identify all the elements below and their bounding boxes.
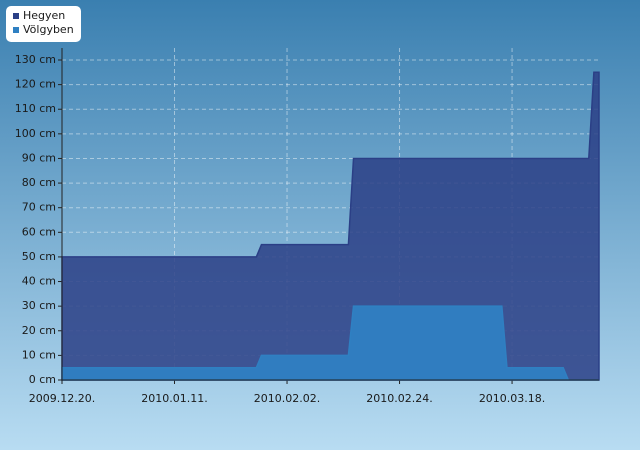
x-tick-label: 2010.02.02. bbox=[254, 392, 320, 405]
y-tick-label: 20 cm bbox=[22, 324, 56, 337]
legend-swatch bbox=[13, 13, 19, 19]
legend: Hegyen Völgyben bbox=[6, 6, 81, 42]
y-tick-label: 0 cm bbox=[29, 373, 56, 386]
y-tick-label: 10 cm bbox=[22, 348, 56, 361]
y-tick-label: 80 cm bbox=[22, 176, 56, 189]
y-tick-label: 130 cm bbox=[15, 53, 56, 66]
y-tick-label: 100 cm bbox=[15, 127, 56, 140]
legend-label: Völgyben bbox=[23, 23, 74, 36]
legend-box bbox=[6, 6, 81, 42]
y-tick-label: 50 cm bbox=[22, 250, 56, 263]
x-tick-label: 2010.01.11. bbox=[141, 392, 207, 405]
x-tick-label: 2010.02.24. bbox=[366, 392, 432, 405]
area bbox=[61, 71, 600, 381]
legend-label: Hegyen bbox=[23, 9, 65, 22]
y-tick-label: 30 cm bbox=[22, 299, 56, 312]
y-tick-label: 70 cm bbox=[22, 201, 56, 214]
y-tick-label: 110 cm bbox=[15, 102, 56, 115]
x-tick-label: 2010.03.18. bbox=[479, 392, 545, 405]
x-tick-label: 2009.12.20. bbox=[29, 392, 95, 405]
y-tick-label: 90 cm bbox=[22, 151, 56, 164]
legend-swatch bbox=[13, 27, 19, 33]
y-tick-label: 60 cm bbox=[22, 225, 56, 238]
y-tick-label: 40 cm bbox=[22, 275, 56, 288]
y-tick-label: 120 cm bbox=[15, 78, 56, 91]
